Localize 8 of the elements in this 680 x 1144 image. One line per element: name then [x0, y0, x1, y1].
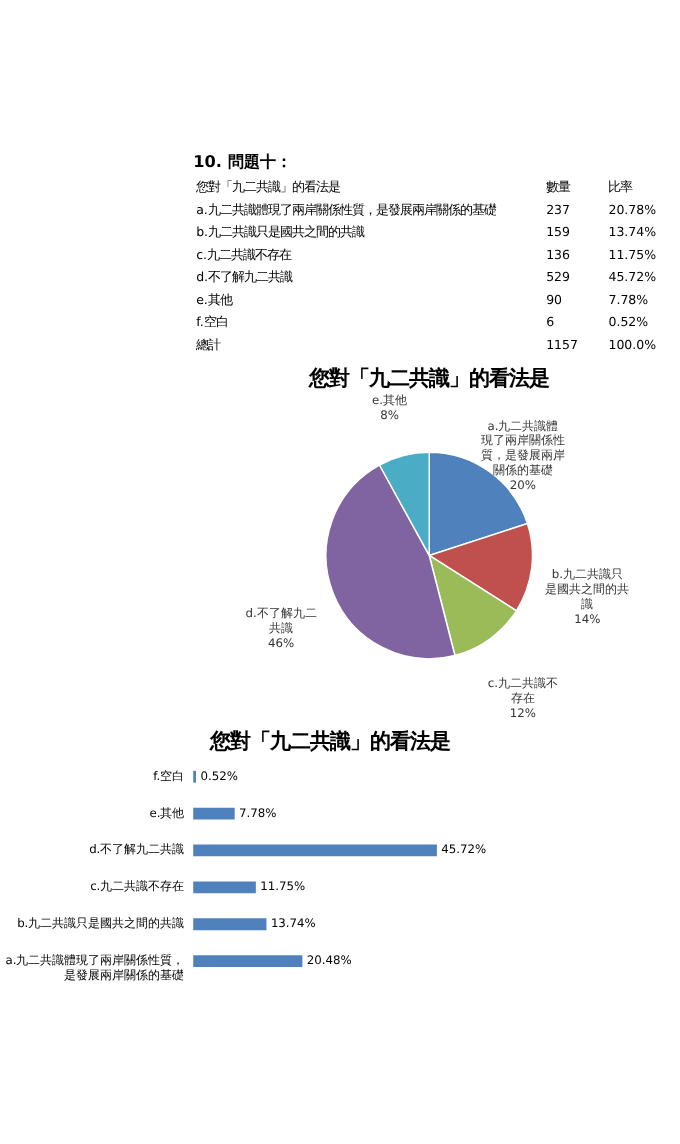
- bar: [193, 955, 303, 967]
- bar: [193, 881, 256, 894]
- chart-title: 您對「九二共識」的看法是: [207, 729, 450, 754]
- bar: [193, 807, 235, 820]
- bar: [193, 918, 267, 931]
- text: 10. 問題十：: [193, 150, 292, 171]
- chart-title: 您對「九二共識」的看法是: [307, 366, 550, 391]
- bar: [193, 844, 437, 857]
